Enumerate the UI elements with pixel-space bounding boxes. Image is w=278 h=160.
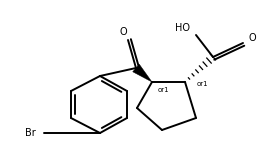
- Polygon shape: [133, 64, 152, 82]
- Text: HO: HO: [175, 23, 190, 33]
- Text: or1: or1: [158, 87, 170, 93]
- Text: O: O: [119, 27, 127, 37]
- Text: Br: Br: [25, 128, 36, 138]
- Text: or1: or1: [197, 81, 208, 87]
- Text: O: O: [248, 33, 256, 43]
